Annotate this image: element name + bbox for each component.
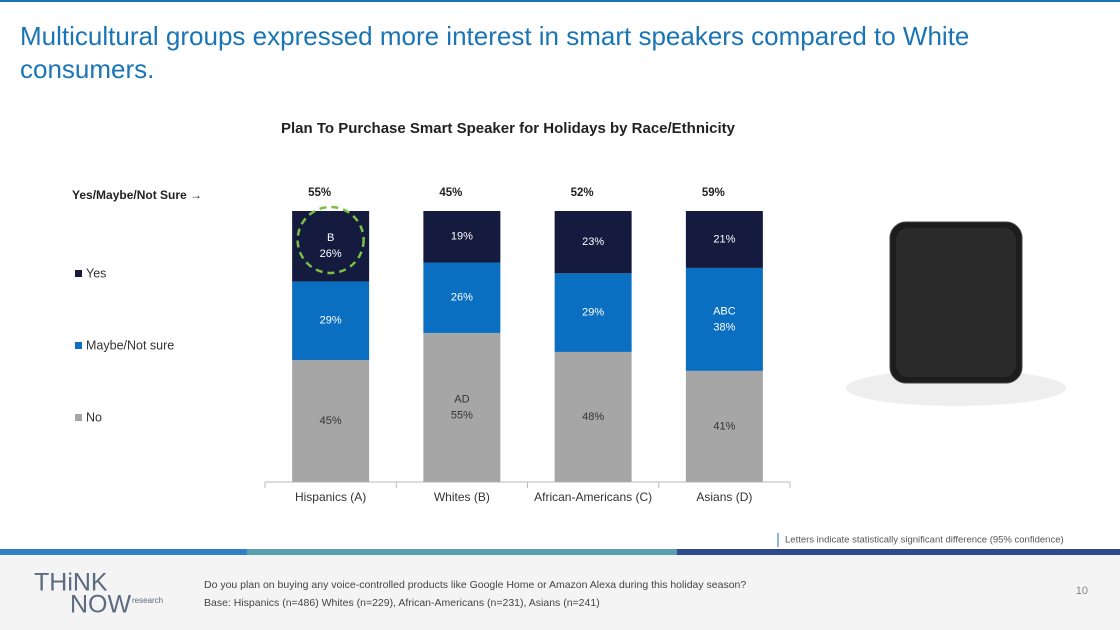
band xyxy=(247,549,677,555)
bar-segment xyxy=(554,211,632,274)
x-tick-label: Asians (D) xyxy=(696,490,752,504)
speaker-image xyxy=(846,221,1066,406)
legend-swatch xyxy=(75,342,82,349)
chart-title: Plan To Purchase Smart Speaker for Holid… xyxy=(281,120,736,137)
legend-label: Yes xyxy=(86,266,106,280)
total-label: 45% xyxy=(439,187,462,199)
legend-label: Maybe/Not sure xyxy=(86,338,174,352)
bar-segment xyxy=(554,351,632,482)
value-label: 21% xyxy=(713,233,735,245)
logo-now: NOW xyxy=(70,591,132,619)
band xyxy=(0,549,247,555)
legend-label: No xyxy=(86,410,102,424)
top-rule xyxy=(0,0,1120,2)
legend-swatch xyxy=(75,414,82,421)
bar-segment xyxy=(423,211,501,263)
x-tick-label: African-Americans (C) xyxy=(534,490,652,504)
x-tick-label: Hispanics (A) xyxy=(295,490,366,504)
value-label: 41% xyxy=(713,420,735,432)
value-label: 55% xyxy=(451,409,473,421)
sig-letter: AD xyxy=(454,393,469,405)
bar-segment xyxy=(423,262,501,333)
bar-segment xyxy=(423,332,501,482)
highlight-circle xyxy=(296,205,365,275)
total-label: 55% xyxy=(308,187,331,199)
value-label: 26% xyxy=(451,292,473,304)
value-label: 45% xyxy=(320,415,342,427)
total-label: 52% xyxy=(571,187,594,199)
legend-title: Yes/Maybe/Not Sure → xyxy=(72,188,202,202)
value-label: 38% xyxy=(713,321,735,333)
sig-letter: B xyxy=(327,232,334,244)
footer-bg xyxy=(0,555,1120,630)
bar-segment xyxy=(292,211,370,282)
slide-title: Multicultural groups expressed more inte… xyxy=(20,21,970,84)
page-number: 10 xyxy=(1076,585,1088,597)
value-label: 23% xyxy=(582,236,604,248)
value-label: 19% xyxy=(451,231,473,243)
total-label: 59% xyxy=(702,187,725,199)
x-tick-label: Whites (B) xyxy=(434,490,490,504)
legend-swatch xyxy=(75,270,82,277)
bar-segment xyxy=(292,281,370,361)
logo-think: THiNK xyxy=(34,569,108,597)
bar-segment xyxy=(685,211,763,268)
value-label: 48% xyxy=(582,411,604,423)
note: Letters indicate statistically significa… xyxy=(785,535,1064,546)
bar-segment xyxy=(292,360,370,482)
footer-base: Base: Hispanics (n=486) Whites (n=229), … xyxy=(204,597,600,609)
sig-letter: ABC xyxy=(713,305,736,317)
footer-question: Do you plan on buying any voice-controll… xyxy=(204,579,746,591)
value-label: 29% xyxy=(582,307,604,319)
band xyxy=(677,549,1120,555)
bar-segment xyxy=(554,273,632,352)
bar-segment xyxy=(685,370,763,482)
logo-research: research xyxy=(132,596,163,605)
value-label: 29% xyxy=(320,315,342,327)
value-label: 26% xyxy=(320,248,342,260)
bar-segment xyxy=(685,267,763,371)
